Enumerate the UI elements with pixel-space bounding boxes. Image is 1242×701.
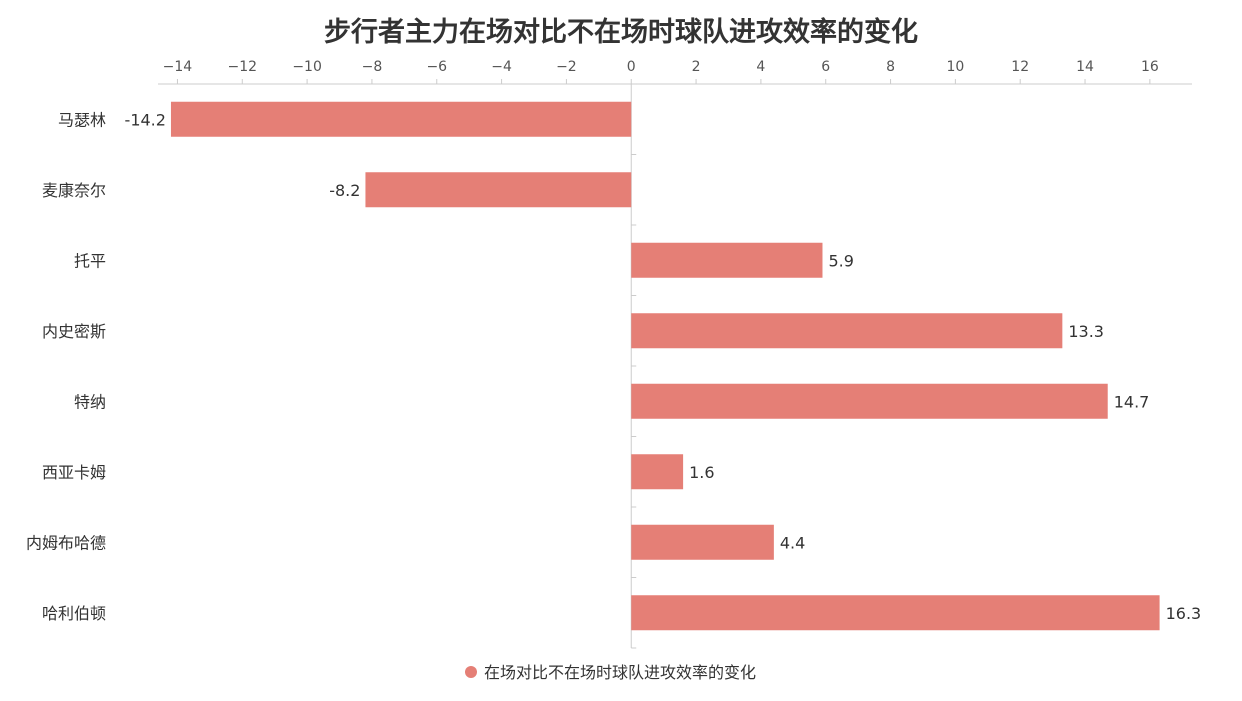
category-label: 内史密斯 (42, 322, 106, 341)
category-label: 马瑟林 (58, 110, 106, 129)
bar[interactable] (170, 101, 632, 137)
data-label: 4.4 (780, 533, 805, 552)
x-tick-label: −4 (491, 59, 512, 75)
bar[interactable] (631, 242, 823, 278)
bar[interactable] (631, 313, 1063, 349)
x-tick-label: 10 (946, 59, 964, 75)
x-tick-label: −14 (163, 59, 193, 75)
bar[interactable] (631, 524, 774, 560)
x-tick-label: −2 (556, 59, 577, 75)
category-label: 哈利伯顿 (42, 604, 106, 623)
category-label: 内姆布哈德 (26, 533, 106, 552)
legend[interactable]: 在场对比不在场时球队进攻效率的变化 (465, 663, 756, 682)
data-label: 16.3 (1166, 604, 1202, 623)
legend-label[interactable]: 在场对比不在场时球队进攻效率的变化 (484, 663, 756, 682)
x-tick-label: −12 (228, 59, 258, 75)
legend-marker[interactable] (465, 666, 477, 678)
x-tick-label: 14 (1076, 59, 1094, 75)
data-label: 1.6 (689, 463, 714, 482)
data-label: 5.9 (828, 251, 853, 270)
category-label: 西亚卡姆 (42, 463, 106, 482)
x-tick-label: 4 (756, 59, 765, 75)
x-tick-label: 16 (1141, 59, 1159, 75)
x-axis: −14 −12 −10 −8 −6 −4 −2 0 2 4 6 8 10 12 14 16 (158, 59, 1192, 85)
category-label: 托平 (74, 251, 106, 270)
bar[interactable] (631, 454, 684, 490)
data-label: -14.2 (125, 110, 166, 129)
x-tick-label: 2 (692, 59, 701, 75)
data-label: 13.3 (1068, 322, 1104, 341)
x-tick-label: −6 (426, 59, 447, 75)
data-label: -8.2 (329, 181, 360, 200)
data-label: 14.7 (1114, 392, 1150, 411)
x-tick-label: 8 (886, 59, 895, 75)
bar[interactable] (365, 172, 632, 208)
x-tick-label: 0 (627, 59, 636, 75)
category-label: 麦康奈尔 (42, 181, 106, 200)
bar[interactable] (631, 383, 1108, 419)
bar[interactable] (631, 595, 1160, 631)
x-tick-label: −8 (362, 59, 383, 75)
x-tick-label: 6 (821, 59, 830, 75)
bars: -14.2 -8.2 5.9 13.3 14.7 1.6 4.4 16.3 (125, 101, 1202, 631)
chart-title: 步行者主力在场对比不在场时球队进攻效率的变化 (324, 16, 918, 48)
x-tick-label: −10 (292, 59, 322, 75)
category-label: 特纳 (74, 392, 106, 411)
x-tick-label: 12 (1011, 59, 1029, 75)
